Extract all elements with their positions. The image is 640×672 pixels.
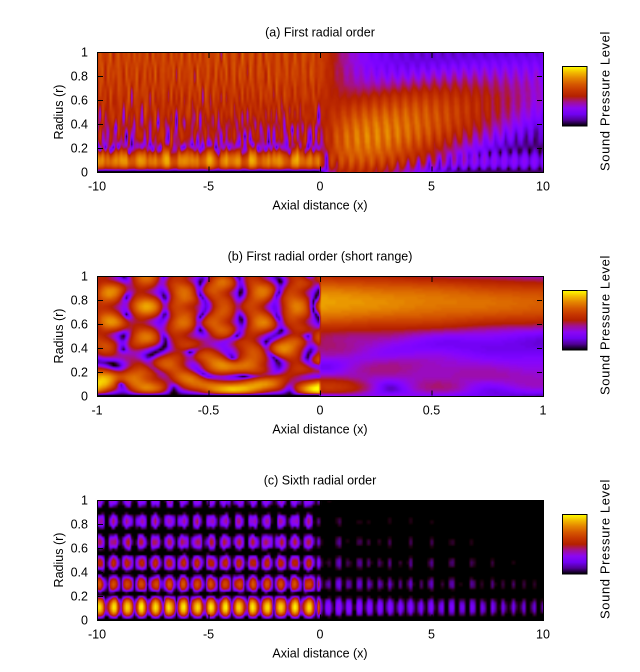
svg-text:10: 10	[536, 180, 550, 194]
svg-text:(c) Sixth radial order: (c) Sixth radial order	[264, 473, 377, 487]
svg-text:-5: -5	[203, 180, 214, 194]
svg-text:0: 0	[317, 404, 324, 418]
svg-text:0.8: 0.8	[71, 69, 88, 83]
svg-text:1: 1	[81, 493, 88, 507]
svg-text:Axial distance (x): Axial distance (x)	[272, 422, 367, 436]
svg-text:0.2: 0.2	[71, 365, 88, 379]
svg-text:Radius (r): Radius (r)	[52, 533, 66, 588]
svg-text:0.5: 0.5	[423, 404, 440, 418]
svg-text:1: 1	[81, 269, 88, 283]
svg-text:Sound Pressure Level: Sound Pressure Level	[598, 255, 613, 395]
svg-text:0.6: 0.6	[71, 93, 88, 107]
svg-text:0.2: 0.2	[71, 589, 88, 603]
svg-text:5: 5	[428, 180, 435, 194]
svg-text:5: 5	[428, 628, 435, 642]
svg-text:(b) First radial order (short: (b) First radial order (short range)	[228, 249, 413, 263]
svg-text:0: 0	[317, 628, 324, 642]
svg-text:0: 0	[317, 180, 324, 194]
svg-text:0.4: 0.4	[71, 565, 88, 579]
svg-text:Sound Pressure Level: Sound Pressure Level	[598, 31, 613, 171]
svg-text:Axial distance (x): Axial distance (x)	[272, 198, 367, 212]
svg-text:0.4: 0.4	[71, 341, 88, 355]
svg-text:10: 10	[536, 628, 550, 642]
svg-text:1: 1	[81, 45, 88, 59]
svg-text:0: 0	[81, 613, 88, 627]
svg-text:0.4: 0.4	[71, 117, 88, 131]
svg-text:-5: -5	[203, 628, 214, 642]
svg-text:0: 0	[81, 165, 88, 179]
svg-text:Radius (r): Radius (r)	[52, 85, 66, 140]
svg-text:0.6: 0.6	[71, 317, 88, 331]
svg-text:-10: -10	[88, 180, 106, 194]
svg-text:Sound Pressure Level: Sound Pressure Level	[598, 479, 613, 619]
svg-text:0: 0	[81, 389, 88, 403]
svg-text:-10: -10	[88, 628, 106, 642]
svg-text:0.6: 0.6	[71, 541, 88, 555]
svg-text:Radius (r): Radius (r)	[52, 309, 66, 364]
svg-text:-0.5: -0.5	[198, 404, 220, 418]
svg-text:0.8: 0.8	[71, 293, 88, 307]
svg-text:0.8: 0.8	[71, 517, 88, 531]
svg-text:-1: -1	[91, 404, 102, 418]
svg-text:Axial distance (x): Axial distance (x)	[272, 646, 367, 660]
svg-text:(a) First radial order: (a) First radial order	[265, 25, 375, 39]
svg-text:0.2: 0.2	[71, 141, 88, 155]
svg-text:1: 1	[540, 404, 547, 418]
